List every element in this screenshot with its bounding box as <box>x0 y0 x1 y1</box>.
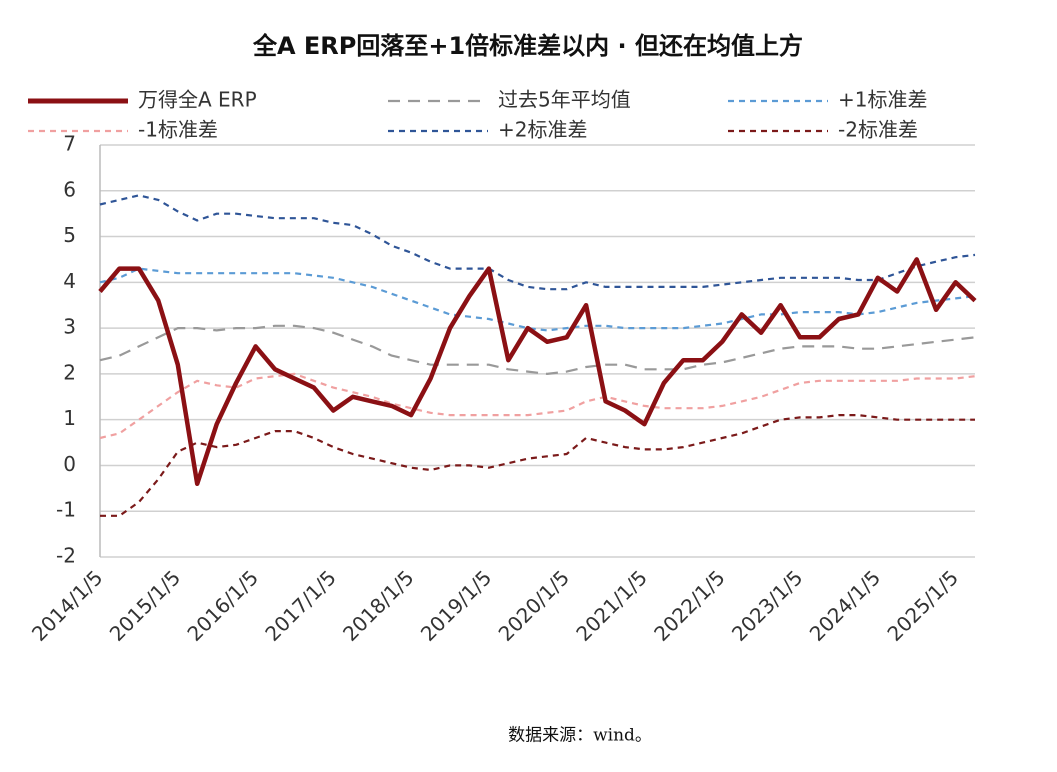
x-tick-label: 2023/1/5 <box>727 565 807 645</box>
series-line <box>99 324 976 375</box>
legend-label: +2标准差 <box>498 118 587 142</box>
x-tick-label: 2021/1/5 <box>571 565 651 645</box>
x-tick-label: 2015/1/5 <box>105 565 185 645</box>
y-tick-label: 3 <box>63 315 76 339</box>
y-tick-label: 0 <box>63 452 76 476</box>
y-tick-label: 2 <box>63 360 76 384</box>
x-tick-label: 2020/1/5 <box>494 565 574 645</box>
legend-label: -2标准差 <box>838 118 918 142</box>
x-tick-label: 2024/1/5 <box>805 565 885 645</box>
x-tick-label: 2019/1/5 <box>416 565 496 645</box>
chart-title: 全A ERP回落至+1倍标准差以内 · 但还在均值上方 <box>252 32 803 60</box>
x-tick-label: 2025/1/5 <box>882 565 962 645</box>
series-line <box>99 372 976 440</box>
x-tick-label: 2017/1/5 <box>260 565 340 645</box>
y-tick-label: 4 <box>63 269 76 293</box>
y-tick-label: 6 <box>63 177 76 201</box>
x-tick-label: 2014/1/5 <box>27 565 107 645</box>
y-tick-label: 1 <box>63 406 76 430</box>
x-tick-label: 2018/1/5 <box>338 565 418 645</box>
legend-label: -1标准差 <box>138 118 218 142</box>
source-note: 数据来源：wind。 <box>508 726 652 746</box>
series-line <box>99 267 976 332</box>
x-tick-label: 2016/1/5 <box>182 565 262 645</box>
series-line <box>99 194 976 291</box>
legend-label: +1标准差 <box>838 88 927 112</box>
series-line <box>98 257 977 487</box>
y-tick-label: 5 <box>63 223 76 247</box>
y-tick-label: 7 <box>63 132 76 156</box>
y-tick-label: -1 <box>56 498 76 522</box>
series-line <box>100 414 975 517</box>
legend-label: 万得全A ERP <box>138 88 257 112</box>
x-tick-label: 2022/1/5 <box>649 565 729 645</box>
legend-label: 过去5年平均值 <box>498 88 631 112</box>
y-tick-label: -2 <box>56 544 76 568</box>
